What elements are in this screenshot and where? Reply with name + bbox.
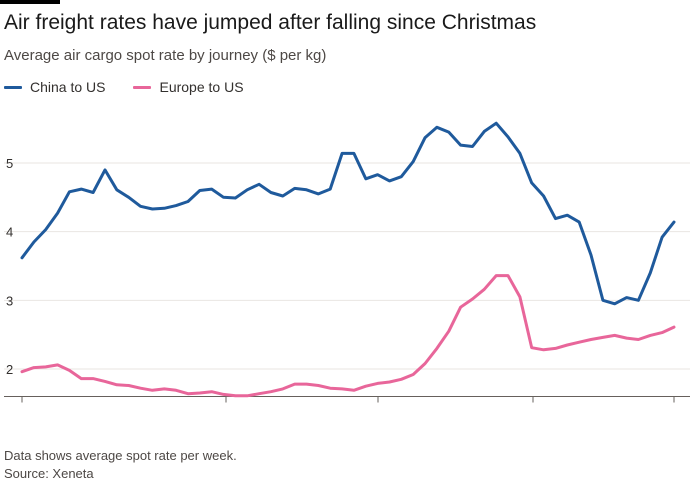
- chart-footnote: Data shows average spot rate per week.: [4, 448, 237, 463]
- legend-label-europe-us: Europe to US: [159, 79, 244, 95]
- series-line-china-us: [20, 121, 676, 306]
- legend-item-china-us: China to US: [4, 79, 105, 95]
- legend-swatch-china-us: [4, 85, 22, 89]
- y-tick-label-4: 4: [6, 225, 13, 240]
- line-chart: 2345Mar 24Jul 24Oct 24Jan 25Mar 25: [4, 121, 690, 403]
- legend-label-china-us: China to US: [30, 79, 106, 95]
- chart-subtitle: Average air cargo spot rate by journey (…: [4, 47, 327, 64]
- legend-swatch-europe-us: [133, 85, 152, 89]
- series-line-europe-us: [20, 274, 676, 398]
- chart-source: Source: Xeneta: [4, 466, 94, 481]
- chart-legend: China to US Europe to US: [4, 79, 272, 95]
- brand-bar: [0, 0, 60, 4]
- legend-item-europe-us: Europe to US: [133, 79, 244, 95]
- y-tick-label-2: 2: [6, 362, 13, 377]
- y-tick-label-3: 3: [6, 293, 13, 308]
- chart-title: Air freight rates have jumped after fall…: [4, 11, 537, 34]
- y-tick-label-5: 5: [6, 156, 13, 171]
